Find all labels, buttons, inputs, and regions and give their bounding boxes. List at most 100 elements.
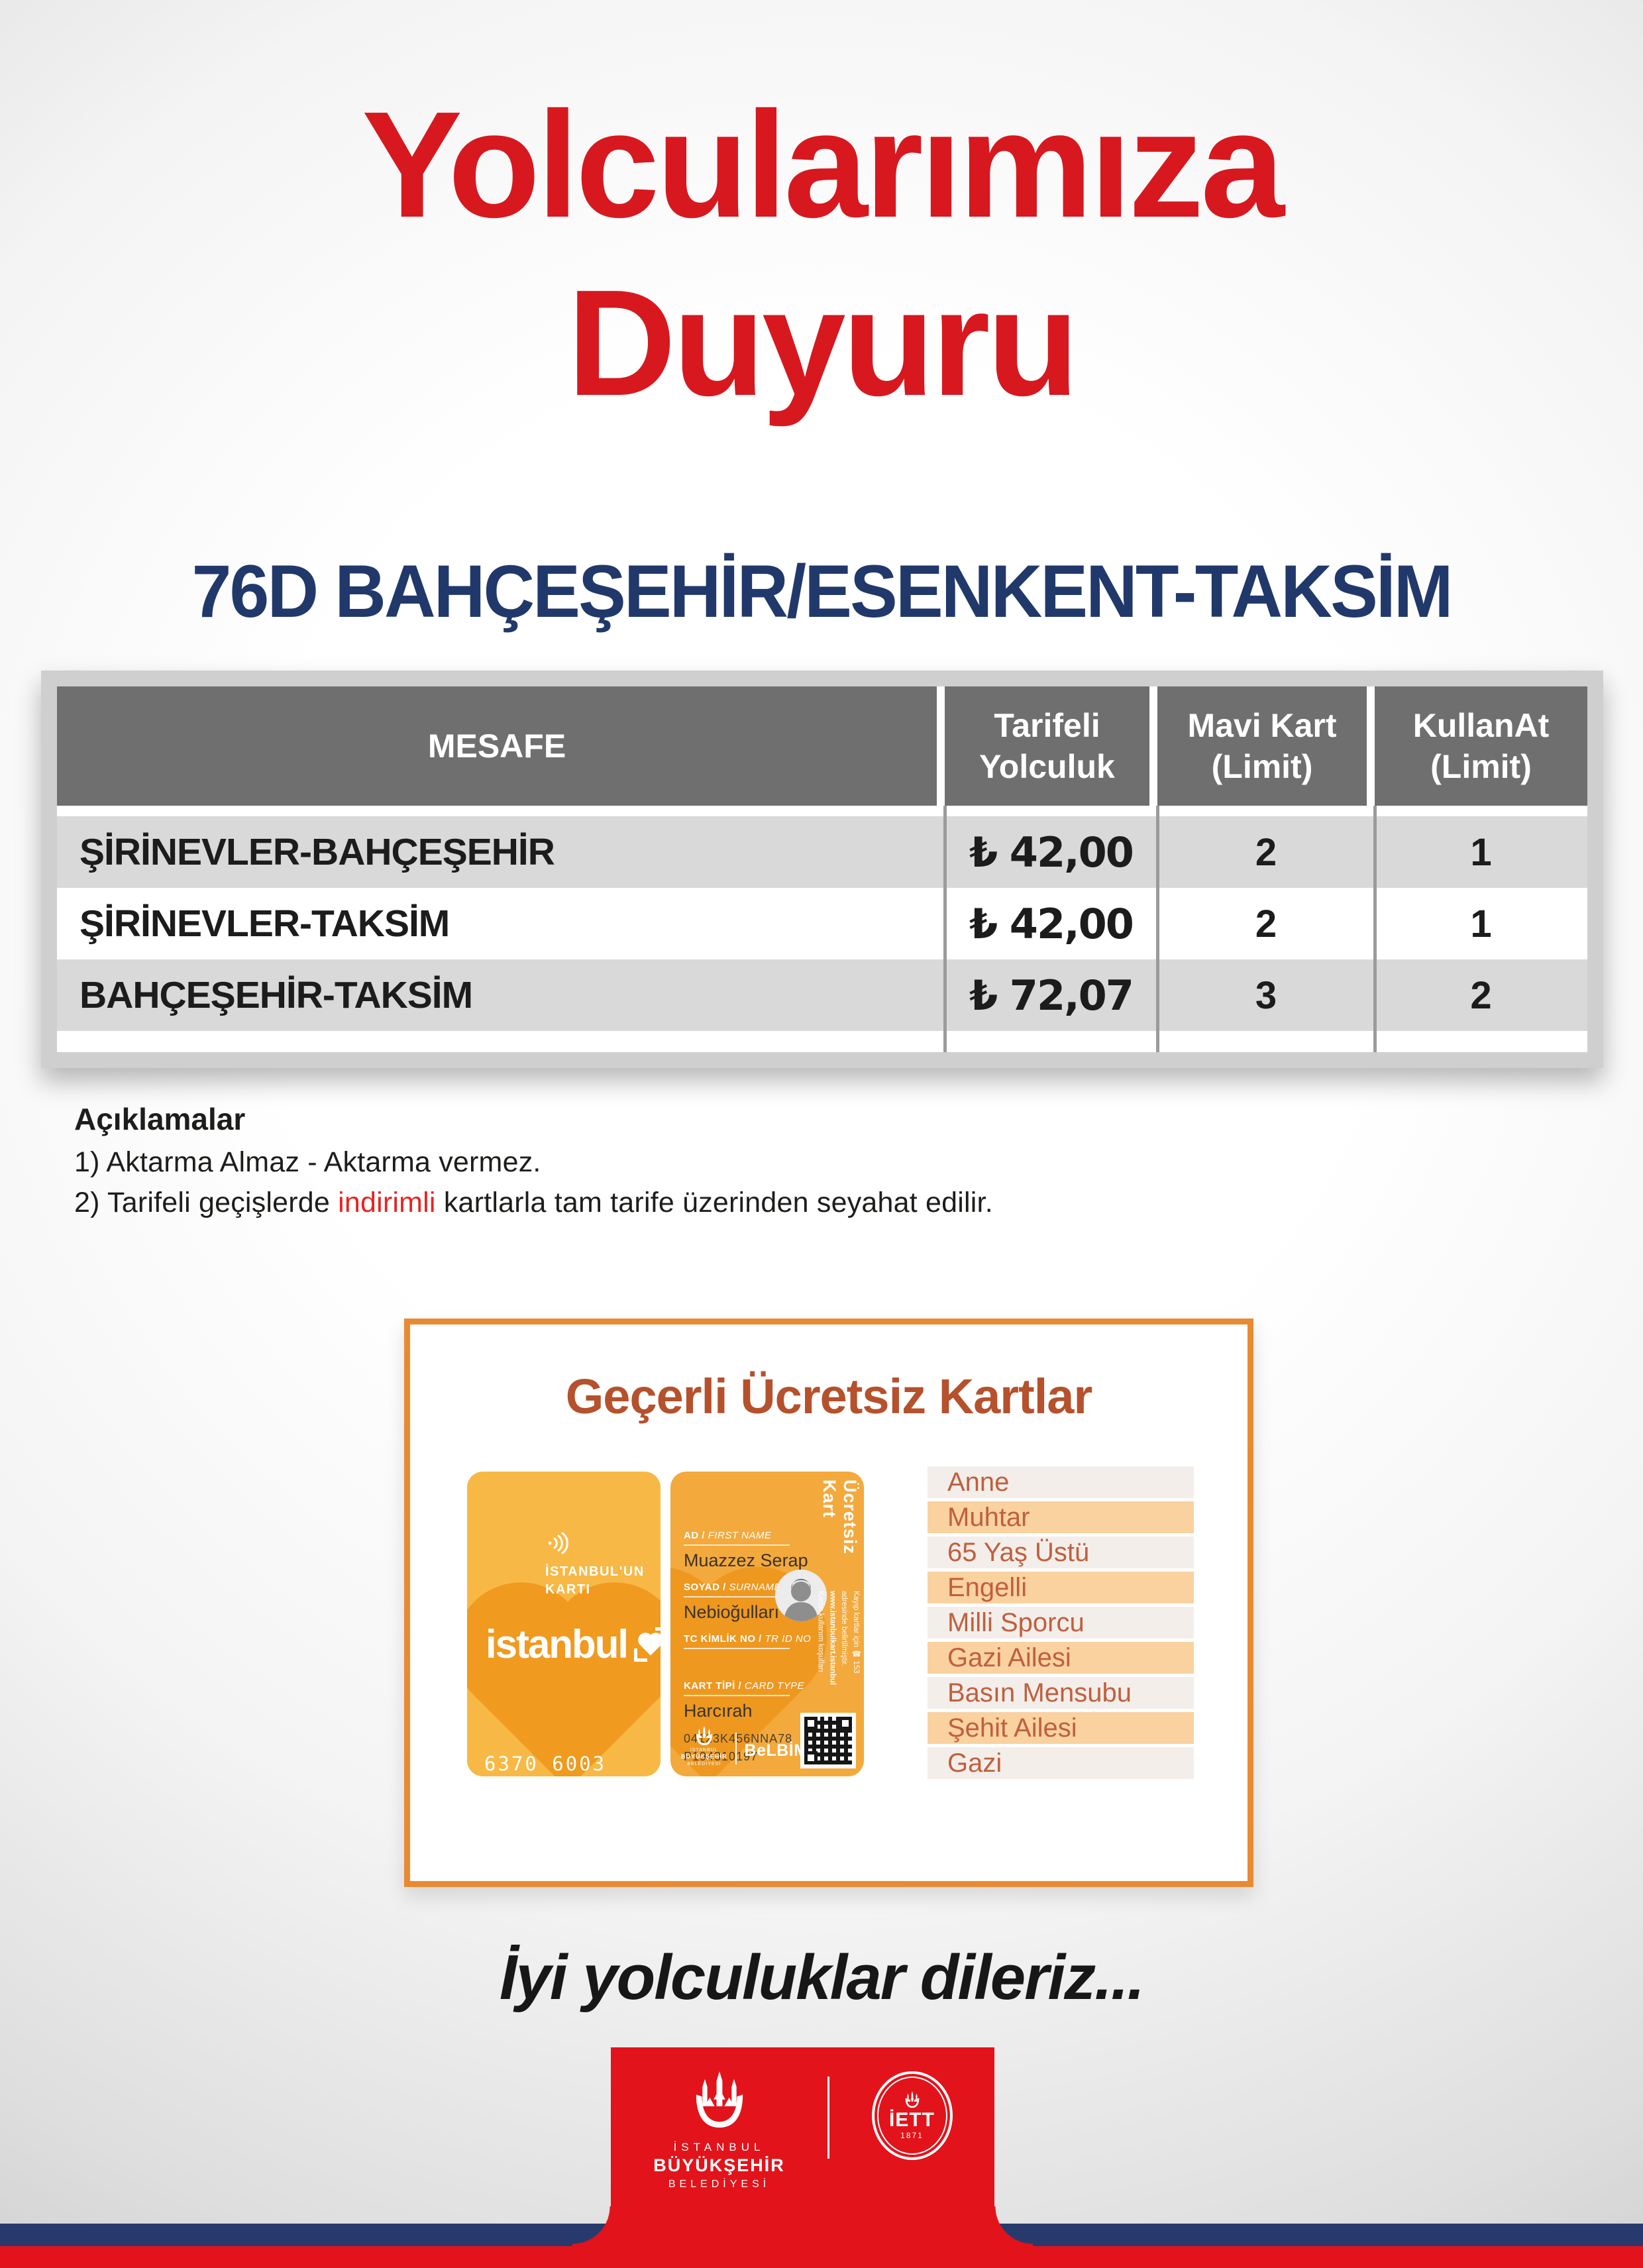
first-name-label-en: FIRST NAME [708, 1530, 772, 1541]
cell-kullanat: 1 [1470, 902, 1492, 945]
fare-table-inner: MESAFE Tarifeli Yolculuk Mavi Kart (Limi… [57, 686, 1587, 1052]
first-name-label: AD / FIRST NAME [684, 1530, 790, 1546]
belbim-logo: BeLBİM [744, 1741, 808, 1760]
free-cards-title: Geçerli Ücretsiz Kartlar [565, 1369, 1093, 1424]
column-divider [1156, 806, 1159, 1052]
qr-finder [804, 1717, 818, 1730]
header-gap [57, 806, 1587, 816]
card-owner-label-line2: KARTI [545, 1582, 591, 1597]
list-item: Gazi [928, 1747, 1194, 1779]
cell-price: ₺ 42,00 [969, 899, 1134, 948]
list-item: Milli Sporcu [928, 1607, 1194, 1639]
cell-kullanat: 2 [1470, 973, 1492, 1017]
surname-label-tr: SOYAD / [684, 1582, 726, 1593]
footer-flare-right [994, 2206, 1033, 2247]
first-name-value: Muazzez Serap [684, 1550, 808, 1570]
cell-price: ₺ 72,07 [969, 971, 1134, 1020]
id-label-tr: TC KİMLİK NO / [684, 1633, 762, 1645]
usage-note-url: www.istanbulkart.istanbul [828, 1591, 837, 1686]
istanbul-wordmark: istanbul [486, 1622, 629, 1666]
note-item-2-prefix: 2) Tarifeli geçişlerde [74, 1187, 339, 1218]
cell-mesafe: BAHÇEŞEHİR-TAKSİM [80, 974, 473, 1016]
id-value-empty [684, 1654, 790, 1670]
ucretsiz-label: Ücretsiz [840, 1480, 860, 1555]
istanbulkart-front-image: İSTANBUL'UN KARTI istanbul 6370 6003 007… [467, 1472, 661, 1776]
column-divider [943, 806, 947, 1052]
cell-mavi-kart: 2 [1255, 830, 1277, 874]
list-item: Basın Mensubu [928, 1677, 1194, 1709]
card-usage-note: Kartın kullanım koşulları www.istanbulka… [814, 1591, 861, 1743]
cell-mesafe: ŞİRİNEVLER-TAKSİM [80, 902, 450, 945]
usage-note-line: adresinde belirtilmiştir. [840, 1591, 849, 1666]
note-item-2-highlight: indirimli [338, 1187, 436, 1218]
contactless-icon [548, 1532, 568, 1554]
iett-tower-icon [905, 2091, 919, 2108]
ibb-line3: BELEDİYESİ [668, 2179, 770, 2190]
card-owner-label: İSTANBUL'UN KARTI [545, 1563, 645, 1599]
farewell-message: İyi yolculuklar dileriz... [499, 1942, 1145, 2013]
brand-divider [735, 1733, 737, 1764]
table-row: ŞİRİNEVLER-TAKSİM ₺ 42,00 2 1 [57, 888, 1587, 959]
card-serial-2: P194310197 [684, 1750, 759, 1763]
list-item: Şehit Ailesi [928, 1712, 1194, 1744]
fare-table: MESAFE Tarifeli Yolculuk Mavi Kart (Limi… [41, 671, 1603, 1068]
column-divider [1373, 806, 1377, 1052]
free-card-list: Anne Muhtar 65 Yaş Üstü Engelli Milli Sp… [928, 1466, 1194, 1782]
ibb-line1: İSTANBUL [673, 2141, 765, 2153]
ibb-line2: BÜYÜKŞEHİR [653, 2155, 785, 2175]
istanbulkart-back-image: Ücretsiz Kart AD / FIRST NAME Muazzez Se… [670, 1472, 864, 1776]
heart-glyph [640, 1634, 661, 1656]
card-type-label: KART TİPİ / CARD TYPE [684, 1680, 804, 1696]
list-item: Muhtar [928, 1501, 1194, 1533]
qr-pattern [804, 1717, 852, 1764]
card-type-label-en: CARD TYPE [744, 1680, 805, 1692]
card-owner-label-line1: İSTANBUL'UN [545, 1564, 645, 1579]
header-tarifeli: Tarifeli Yolculuk [945, 686, 1149, 806]
contactless-block: İSTANBUL'UN KARTI [545, 1530, 645, 1599]
ibb-mini-logo: İSTANBUL BÜYÜKŞEHİR BELEDİYESİ [681, 1726, 727, 1767]
ibb-caption-line3: BELEDİYESİ [687, 1761, 721, 1766]
qr-finder [804, 1751, 818, 1764]
id-label: TC KİMLİK NO / TR ID NO [684, 1633, 811, 1649]
istanbul-logo: istanbul [486, 1621, 661, 1667]
notes-section: Açıklamalar 1) Aktarma Almaz - Aktarma v… [74, 1101, 1333, 1227]
cell-price: ₺ 42,00 [969, 828, 1134, 877]
iett-logo: İETT 1871 [829, 2071, 994, 2160]
surname-label-en: SURNAME [729, 1582, 781, 1593]
cell-mavi-kart: 2 [1255, 902, 1277, 945]
page-title-line2: Duyuru [567, 259, 1079, 428]
cell-mavi-kart: 3 [1255, 973, 1277, 1017]
footer-logo-block: İSTANBUL BÜYÜKŞEHİR BELEDİYESİ İETT 1871 [611, 2047, 994, 2268]
page-title: Yolcularımıza Duyuru [0, 76, 1643, 433]
first-name-label-tr: AD / [684, 1530, 705, 1541]
ibb-emblem-icon [696, 1726, 712, 1746]
surname-value: Nebioğulları [684, 1602, 780, 1622]
ibb-caption-line2: BÜYÜKŞEHİR [681, 1753, 727, 1760]
list-item: Engelli [928, 1572, 1194, 1603]
list-item: 65 Yaş Üstü [928, 1537, 1194, 1568]
iett-name: İETT [889, 2109, 935, 2132]
notes-heading: Açıklamalar [74, 1102, 246, 1136]
ibb-caption-line1: İSTANBUL [690, 1748, 718, 1753]
qr-code [800, 1713, 856, 1768]
portrait-photo [775, 1570, 827, 1621]
ucretsiz-kart-label: Ücretsiz Kart [819, 1480, 860, 1554]
iett-oval-emblem: İETT 1871 [871, 2071, 953, 2160]
lost-card-phone-line: Kayıp kartlar için ☎ 153 [852, 1591, 860, 1674]
fare-table-header: MESAFE Tarifeli Yolculuk Mavi Kart (Limi… [57, 686, 1587, 806]
page-title-line1: Yolcularımıza [362, 81, 1285, 249]
card-fields: AD / FIRST NAME Muazzez Serap SOYAD / SU… [684, 1530, 811, 1764]
card-type-label-tr: KART TİPİ / [684, 1680, 742, 1692]
ibb-logo: İSTANBUL BÜYÜKŞEHİR BELEDİYESİ [611, 2071, 827, 2190]
card-brand-row: İSTANBUL BÜYÜKŞEHİR BELEDİYESİ BeLBİM [681, 1726, 808, 1767]
list-item: Anne [928, 1466, 1194, 1498]
footer-logo-divider [827, 2077, 829, 2159]
card-number: 6370 6003 0079 2666 [484, 1753, 607, 1776]
free-cards-box: Geçerli Ücretsiz Kartlar İSTANBUL'UN KAR… [404, 1319, 1253, 1887]
route-title: 76D BAHÇEŞEHİR/ESENKENT-TAKSİM [0, 549, 1643, 634]
iett-year: 1871 [900, 2130, 924, 2140]
footer-flare-left [572, 2206, 611, 2247]
cell-mesafe: ŞİRİNEVLER-BAHÇEŞEHİR [80, 831, 555, 873]
note-item-1: 1) Aktarma Almaz - Aktarma vermez. [74, 1146, 541, 1178]
